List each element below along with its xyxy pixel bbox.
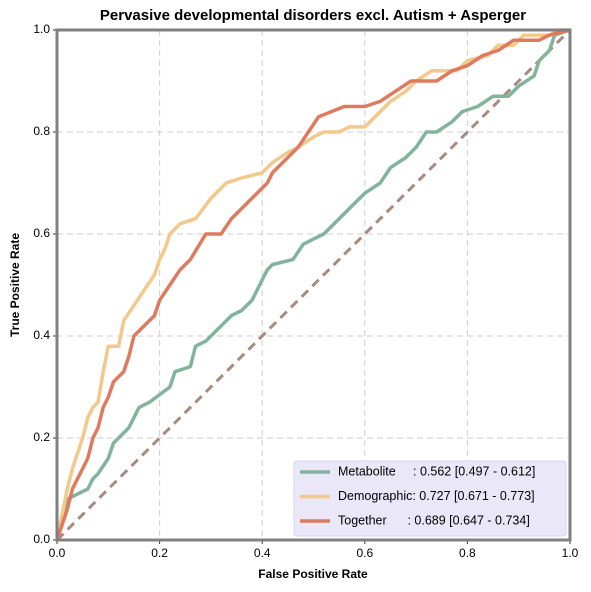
y-tick-label: 0.0 [33, 532, 50, 546]
plot-frame [55, 28, 572, 542]
y-tick-label: 1.0 [33, 22, 50, 36]
x-tick-label: 0.8 [459, 546, 476, 560]
legend-box [293, 460, 567, 537]
y-tick-label: 0.8 [33, 124, 50, 138]
legend-label: Demographic: 0.727 [0.671 - 0.773] [338, 489, 535, 503]
legend-label: Together : 0.689 [0.647 - 0.734] [338, 513, 530, 527]
x-tick-label: 0.4 [254, 546, 271, 560]
x-tick-label: 0.6 [356, 546, 373, 560]
roc-curve [55, 28, 571, 541]
y-tick-label: 0.4 [33, 328, 50, 342]
y-axis-label: True Positive Rate [8, 233, 22, 337]
y-tick-label: 0.6 [33, 226, 50, 240]
x-tick-label: 0.2 [151, 546, 168, 560]
legend-label: Metabolite : 0.562 [0.497 - 0.612] [338, 464, 535, 478]
roc-curve [55, 28, 571, 541]
x-tick-label: 1.0 [562, 546, 579, 560]
chart-title: Pervasive developmental disorders excl. … [100, 7, 526, 24]
chance-line [55, 28, 572, 542]
y-tick-label: 0.2 [33, 430, 50, 444]
x-tick-label: 0.0 [49, 546, 66, 560]
x-axis-label: False Positive Rate [258, 567, 368, 581]
